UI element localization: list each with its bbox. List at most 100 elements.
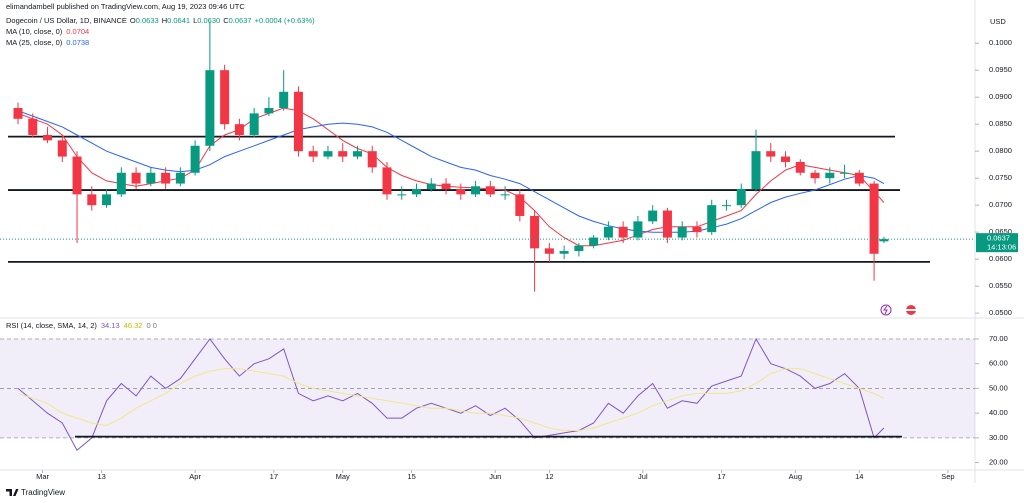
candle-body [530, 215, 540, 249]
candle-body [677, 226, 687, 238]
y-tick-label: 0.0850 [989, 119, 1012, 128]
candle-body [840, 172, 850, 174]
x-tick-label: Apr [189, 472, 201, 481]
candle-body [721, 205, 731, 207]
candle-body [707, 205, 717, 233]
y-tick-label: 0.0900 [989, 92, 1012, 101]
candle-body [692, 226, 702, 233]
candle-body [338, 151, 348, 157]
ohlc-value: 0.0641 [167, 16, 190, 25]
candle-body [190, 145, 200, 173]
x-tick-label: 14 [855, 472, 863, 481]
candle-body [205, 70, 215, 146]
candle-body [662, 210, 672, 238]
candle-body [589, 237, 599, 246]
y-tick-label: 0.1000 [989, 38, 1012, 47]
ohlc-value: O [130, 16, 136, 25]
rsi-line [17, 368, 885, 431]
x-tick-label: Sep [941, 472, 954, 481]
x-tick-label: 12 [545, 472, 553, 481]
candle-body [825, 172, 835, 179]
y-tick-label: 0.0950 [989, 65, 1012, 74]
ohlc-value: 0.0630 [197, 16, 220, 25]
candle-body [869, 183, 879, 254]
candle-body [293, 91, 303, 152]
legend-value: 0.0704 [66, 27, 89, 36]
legend-value: 34.13 [101, 321, 120, 330]
candle-body [426, 183, 436, 189]
x-tick-label: Aug [789, 472, 802, 481]
candle-body [279, 91, 289, 108]
candle-body [559, 251, 569, 254]
ohlc-value: 0.0637 [229, 16, 252, 25]
brand: TradingView [21, 488, 65, 497]
candle-body [795, 161, 805, 173]
candle-body [854, 172, 864, 184]
ohlc-value: C [223, 16, 229, 25]
candle-body [618, 226, 628, 238]
candle-body [412, 188, 422, 195]
ma-line [17, 110, 885, 233]
candle-body [441, 183, 451, 189]
last-price-tag [976, 233, 1018, 253]
candle-body [500, 194, 510, 196]
candle-body [781, 156, 791, 162]
rsi-title-tail: 0 0 [146, 321, 156, 330]
x-tick-label: 17 [717, 472, 725, 481]
x-tick-label: 15 [407, 472, 415, 481]
x-tick-label: Jul [638, 472, 648, 481]
candle-body [574, 245, 584, 252]
y-tick-label: 20.00 [989, 458, 1008, 467]
candle-body [879, 239, 889, 242]
ohlc-value: H [162, 16, 167, 25]
candle-body [234, 124, 244, 135]
candle-body [116, 172, 126, 195]
candle-body [249, 113, 259, 135]
ohlc-value: +0.0004 (+0.63%) [255, 16, 316, 25]
publisher: elimandambell published on TradingView.c… [6, 2, 245, 11]
rsi-line [17, 337, 885, 451]
y-tick-label: 0.0750 [989, 173, 1012, 182]
candle-body [72, 156, 82, 195]
y-tick-label: 0.0800 [989, 146, 1012, 155]
last-price-label: 0.0637 [987, 234, 1010, 243]
y-tick-label: 70.00 [989, 334, 1008, 343]
candle-body [87, 194, 97, 206]
brand-logo: TradingView [6, 488, 65, 497]
ohlc-value: L [193, 16, 197, 25]
y-tick-label: 0.0500 [989, 308, 1012, 317]
legend-value: 46.32 [124, 321, 143, 330]
y-tick-label: 0.0600 [989, 254, 1012, 263]
candle-body [131, 172, 141, 184]
candle-body [161, 172, 171, 184]
ohlc-value: 0.0633 [136, 16, 159, 25]
candle-body [102, 194, 112, 206]
candle-body [810, 172, 820, 179]
y-tick-label: 60.00 [989, 359, 1008, 368]
candle-body [43, 134, 53, 141]
legend-name: MA (25, close, 0) [6, 38, 63, 47]
candle-body [751, 151, 761, 189]
candle-body [544, 248, 554, 254]
candle-body [648, 210, 658, 222]
candle-body [485, 186, 495, 195]
y-tick-label: 40.00 [989, 408, 1008, 417]
x-tick-label: Mar [36, 472, 49, 481]
candle-body [736, 188, 746, 206]
candle-body [633, 221, 643, 238]
countdown: 14:13:06 [987, 243, 1016, 252]
currency: USD [990, 17, 1006, 26]
candle-body [456, 188, 466, 195]
candle-body [397, 194, 407, 196]
x-tick-label: 13 [97, 472, 105, 481]
x-tick-label: May [336, 472, 350, 481]
candle-body [471, 186, 481, 195]
candle-body [323, 151, 333, 157]
symbol: Dogecoin / US Dollar, 1D, BINANCE [6, 16, 127, 25]
candle-body [264, 107, 274, 114]
candle-body [175, 172, 185, 184]
candle-body [13, 107, 23, 119]
x-tick-label: Jun [489, 472, 501, 481]
y-tick-label: 30.00 [989, 433, 1008, 442]
